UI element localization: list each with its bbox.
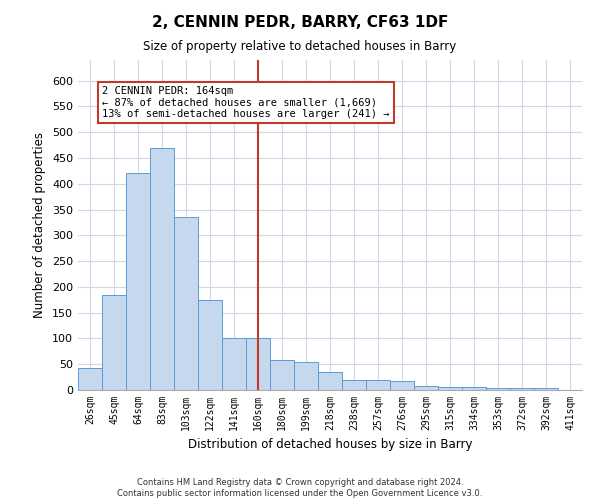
Text: 2 CENNIN PEDR: 164sqm
← 87% of detached houses are smaller (1,669)
13% of semi-d: 2 CENNIN PEDR: 164sqm ← 87% of detached … (102, 86, 389, 119)
Bar (390, 380, 414, 390)
Bar (126, 174, 150, 390)
Text: Contains HM Land Registry data © Crown copyright and database right 2024.
Contai: Contains HM Land Registry data © Crown c… (118, 478, 482, 498)
Bar (462, 388, 486, 390)
Bar (270, 360, 294, 390)
Bar (510, 388, 534, 390)
Y-axis label: Number of detached properties: Number of detached properties (34, 132, 46, 318)
Bar (102, 294, 126, 390)
Text: Size of property relative to detached houses in Barry: Size of property relative to detached ho… (143, 40, 457, 53)
Bar (438, 387, 462, 390)
Bar (534, 388, 558, 390)
Text: 2, CENNIN PEDR, BARRY, CF63 1DF: 2, CENNIN PEDR, BARRY, CF63 1DF (152, 15, 448, 30)
Bar (198, 300, 222, 390)
Bar (78, 368, 102, 390)
Bar (318, 372, 342, 390)
Bar (342, 380, 366, 390)
Bar (414, 386, 438, 390)
Bar (366, 380, 390, 390)
Bar (486, 388, 510, 390)
X-axis label: Distribution of detached houses by size in Barry: Distribution of detached houses by size … (188, 438, 472, 452)
Bar (150, 148, 174, 390)
Bar (174, 218, 198, 390)
Bar (246, 338, 270, 390)
Bar (294, 362, 318, 390)
Bar (222, 338, 246, 390)
